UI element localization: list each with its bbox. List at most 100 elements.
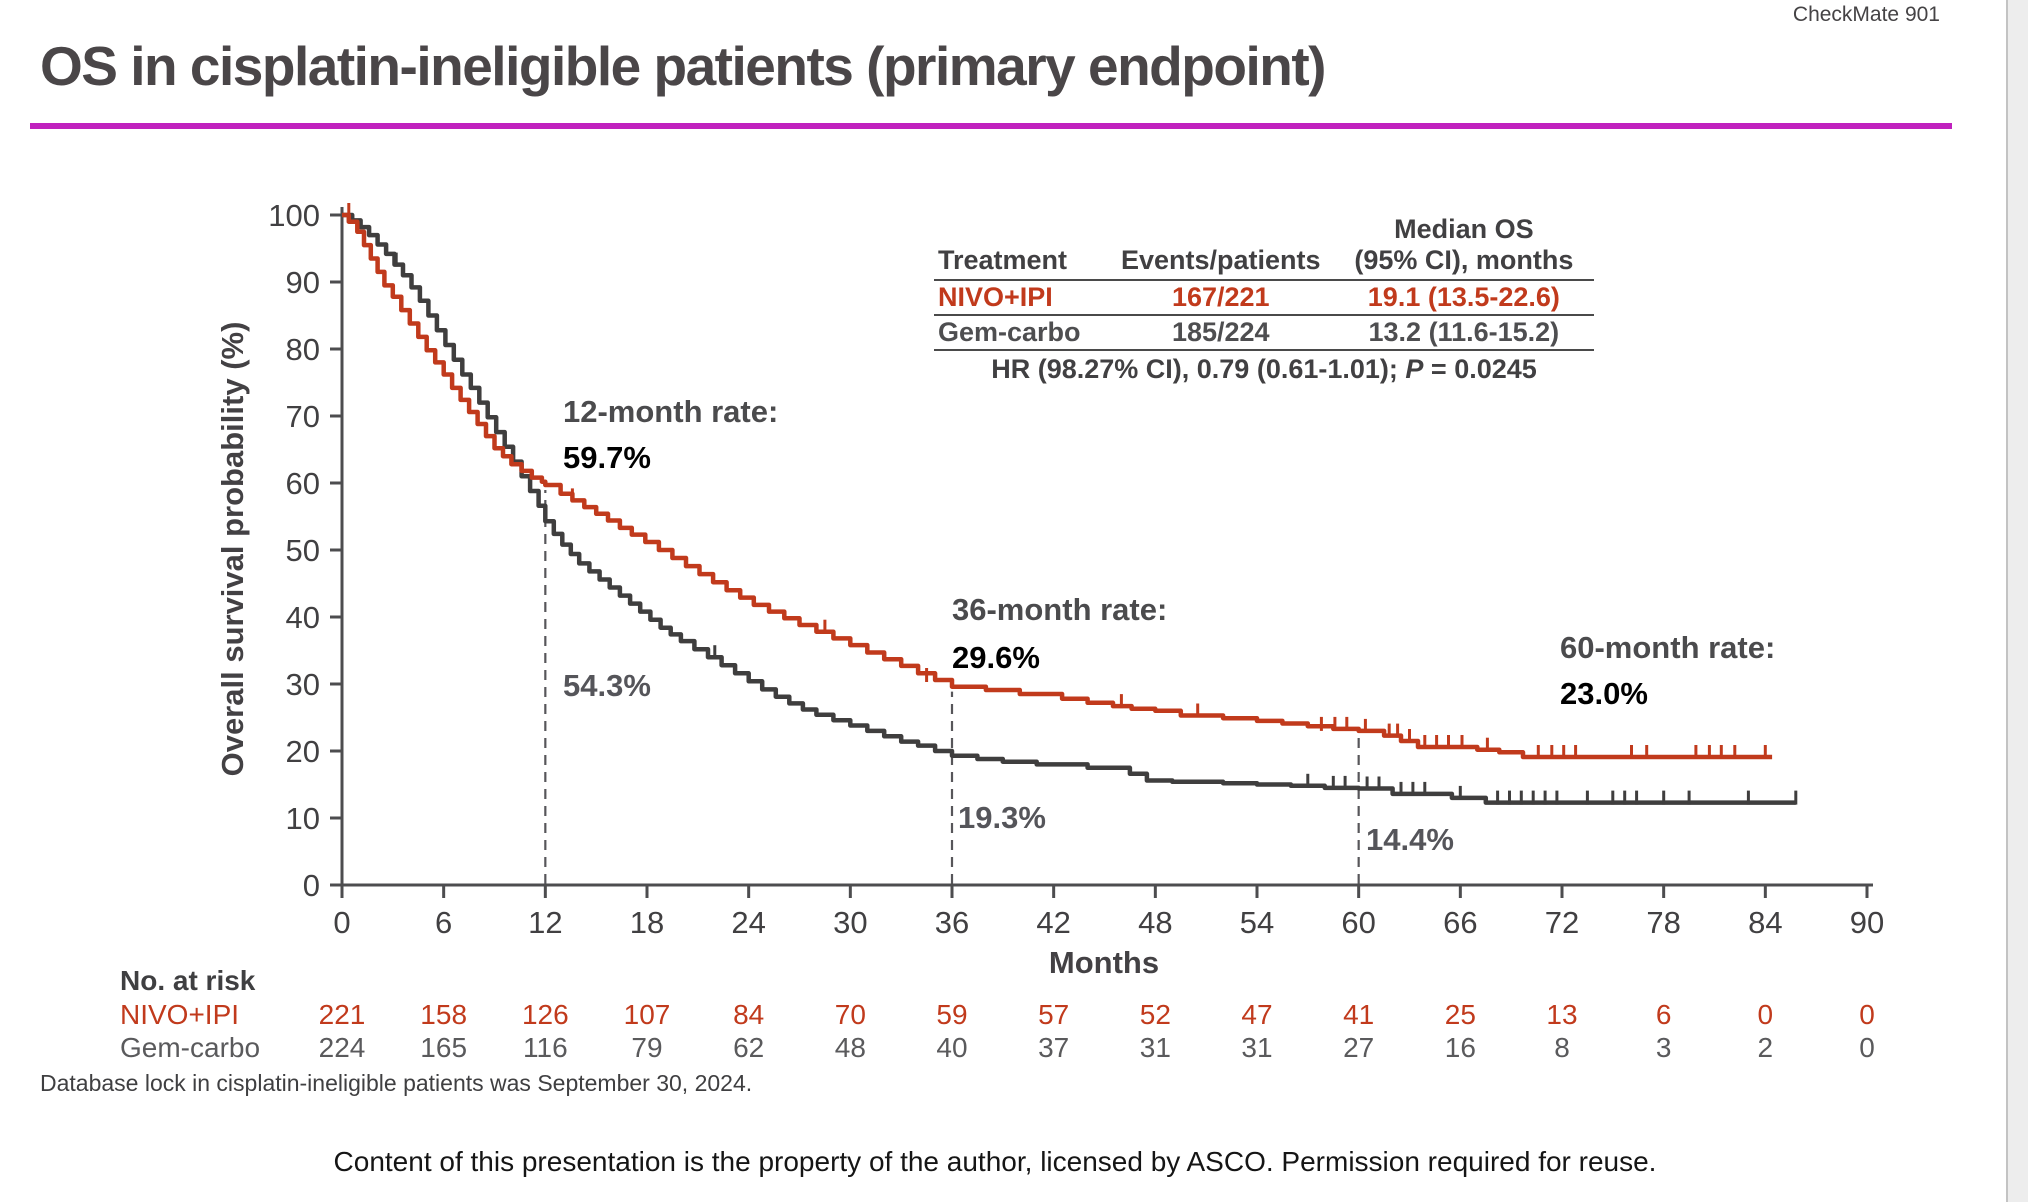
annotation-60-month-nivo-value: 23.0% [1560, 676, 1648, 711]
x-tick-label: 84 [1748, 905, 1782, 940]
y-tick-label: 80 [286, 332, 320, 367]
hazard-ratio-line: HR (98.27% CI), 0.79 (0.61-1.01); P = 0.… [934, 354, 1594, 385]
annotation-60-month-label: 60-month rate: [1560, 630, 1776, 665]
annotation-12-month-nivo-value: 59.7% [563, 440, 651, 475]
risk-value: 224 [318, 1032, 366, 1063]
risk-value: 52 [1139, 999, 1171, 1030]
risk-value: 59 [936, 999, 968, 1030]
y-tick-label: 30 [286, 667, 320, 702]
x-axis-title: Months [1048, 945, 1160, 980]
hr-suffix: = 0.0245 [1423, 354, 1537, 384]
risk-value: 62 [733, 1032, 765, 1063]
risk-value: 40 [936, 1032, 968, 1063]
annotation-12-month-gem-value: 54.3% [563, 668, 651, 703]
page-title: OS in cisplatin-ineligible patients (pri… [40, 35, 1326, 97]
y-tick-label: 60 [286, 466, 320, 501]
stats-header-median-line2: (95% CI), months [1354, 245, 1574, 275]
hr-p-symbol: P [1405, 354, 1424, 384]
nivo-median-os: 19.1 (13.5-22.6) [1333, 280, 1594, 316]
x-tick-label: 0 [333, 905, 350, 940]
y-tick-label: 10 [286, 801, 320, 836]
y-tick-label: 0 [303, 868, 320, 903]
x-tick-label: 12 [528, 905, 562, 940]
risk-value: 158 [420, 999, 468, 1030]
x-tick-label: 78 [1646, 905, 1680, 940]
hr-prefix: HR (98.27% CI), 0.79 (0.61-1.01); [991, 354, 1406, 384]
risk-value: 27 [1343, 1032, 1375, 1063]
risk-value: 221 [318, 999, 366, 1030]
annotation-36-month-label: 36-month rate: [952, 592, 1168, 627]
risk-value: 31 [1139, 1032, 1171, 1063]
no-at-risk-title: No. at risk [120, 965, 256, 996]
risk-row-label-gem-carbo: Gem-carbo [120, 1032, 261, 1063]
risk-value: 48 [834, 1032, 866, 1063]
y-tick-label: 70 [286, 399, 320, 434]
risk-value: 2 [1757, 1032, 1774, 1063]
y-tick-label: 20 [286, 734, 320, 769]
copyright-footer: Content of this presentation is the prop… [333, 1146, 1657, 1177]
x-tick-label: 60 [1341, 905, 1375, 940]
x-tick-label: 48 [1138, 905, 1172, 940]
gem-median-os: 13.2 (11.6-15.2) [1333, 315, 1594, 351]
stats-header-median-line1: Median OS [1394, 214, 1534, 244]
footnote: Database lock in cisplatin-ineligible pa… [40, 1070, 753, 1096]
risk-value: 16 [1444, 1032, 1476, 1063]
risk-value: 47 [1241, 999, 1273, 1030]
x-tick-label: 24 [731, 905, 765, 940]
stats-header-treatment: Treatment [934, 214, 1108, 281]
annotation-36-month-gem-value: 19.3% [958, 800, 1046, 835]
nivo-treatment: NIVO+IPI [934, 280, 1108, 316]
annotation-12-month-label: 12-month rate: [563, 394, 779, 429]
trial-tag: CheckMate 901 [1792, 3, 1940, 26]
risk-value: 0 [1859, 999, 1875, 1030]
risk-value: 25 [1444, 999, 1476, 1030]
stats-header-median: Median OS (95% CI), months [1333, 214, 1594, 281]
risk-value: 3 [1655, 1032, 1672, 1063]
nivo-events: 167/221 [1107, 280, 1334, 316]
y-tick-label: 90 [286, 265, 320, 300]
annotation-36-month-nivo-value: 29.6% [952, 640, 1040, 675]
x-tick-label: 30 [833, 905, 867, 940]
os-summary-table: Treatment Events/patients Median OS (95%… [934, 214, 1594, 351]
risk-value: 84 [733, 999, 765, 1030]
y-axis-title: Overall survival probability (%) [215, 321, 250, 777]
gem-events: 185/224 [1107, 315, 1334, 351]
risk-value: 57 [1038, 999, 1070, 1030]
stats-header-events: Events/patients [1107, 214, 1334, 281]
x-tick-label: 72 [1545, 905, 1579, 940]
risk-value: 41 [1343, 999, 1375, 1030]
risk-value: 126 [521, 999, 569, 1030]
x-tick-label: 66 [1443, 905, 1477, 940]
x-tick-label: 42 [1036, 905, 1070, 940]
y-tick-label: 40 [286, 600, 320, 635]
risk-value: 31 [1241, 1032, 1273, 1063]
km-curve-nivo-ipi [342, 212, 1773, 760]
risk-value: 6 [1655, 999, 1672, 1030]
table-row-gem-carbo: Gem-carbo 185/224 13.2 (11.6-15.2) [934, 315, 1594, 351]
risk-value: 37 [1038, 1032, 1070, 1063]
y-tick-label: 100 [268, 198, 320, 233]
risk-value: 8 [1554, 1032, 1570, 1063]
risk-value: 13 [1546, 999, 1578, 1030]
gem-treatment: Gem-carbo [934, 315, 1108, 351]
risk-value: 70 [834, 999, 866, 1030]
x-tick-label: 36 [935, 905, 969, 940]
risk-value: 79 [631, 1032, 663, 1063]
risk-value: 107 [623, 999, 671, 1030]
risk-value: 0 [1757, 999, 1774, 1030]
x-tick-label: 90 [1850, 905, 1884, 940]
y-tick-label: 50 [286, 533, 320, 568]
risk-value: 0 [1859, 1032, 1875, 1063]
risk-value: 165 [420, 1032, 468, 1063]
risk-value: 116 [523, 1032, 568, 1063]
x-tick-label: 6 [435, 905, 452, 940]
x-tick-label: 18 [630, 905, 664, 940]
risk-row-label-nivo-ipi: NIVO+IPI [120, 999, 240, 1030]
x-tick-label: 54 [1240, 905, 1274, 940]
right-edge-gutter [2006, 0, 2028, 1202]
title-accent-rule [30, 123, 1952, 129]
km-curve-gem-carbo [342, 212, 1796, 805]
annotation-60-month-gem-value: 14.4% [1366, 822, 1454, 857]
table-row-nivo-ipi: NIVO+IPI 167/221 19.1 (13.5-22.6) [934, 280, 1594, 316]
